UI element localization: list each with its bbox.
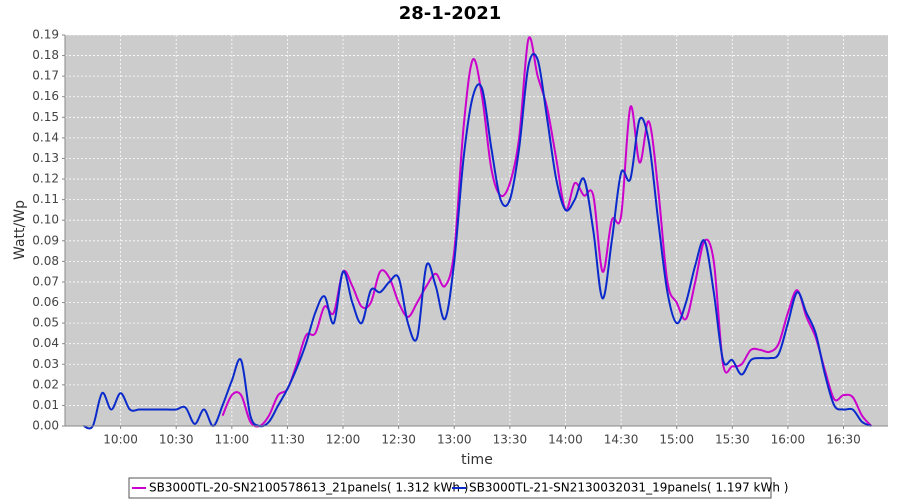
y-tick-label: 0.17 <box>32 69 59 83</box>
x-tick-label: 12:30 <box>381 433 416 447</box>
series-line <box>83 52 872 430</box>
y-tick-label: 0.01 <box>32 398 59 412</box>
y-tick-label: 0.19 <box>32 28 59 42</box>
grid <box>62 34 888 429</box>
y-tick-label: 0.06 <box>32 295 59 309</box>
y-tick-label: 0.03 <box>32 357 59 371</box>
y-tick-label: 0.02 <box>32 377 59 391</box>
y-tick-label: 0.14 <box>32 130 59 144</box>
x-tick-label: 14:30 <box>604 433 639 447</box>
y-tick-label: 0.04 <box>32 336 59 350</box>
x-tick-label: 13:30 <box>493 433 528 447</box>
x-tick-label: 16:30 <box>826 433 861 447</box>
x-tick-label: 12:00 <box>326 433 361 447</box>
x-tick-label: 14:00 <box>548 433 583 447</box>
y-axis-label: Watt/Wp <box>12 200 28 260</box>
y-tick-label: 0.13 <box>32 151 59 165</box>
legend-label: SB3000TL-21-SN2130032031_19panels( 1.197… <box>469 481 788 495</box>
y-tick-label: 0.18 <box>32 48 59 62</box>
legend-items: SB3000TL-20-SN2100578613_21panels( 1.312… <box>132 481 788 495</box>
y-tick-label: 0.11 <box>32 192 59 206</box>
series-line <box>221 36 873 428</box>
y-tick-label: 0.09 <box>32 233 59 247</box>
x-tick-label: 15:30 <box>715 433 750 447</box>
legend <box>128 477 772 499</box>
x-tick-label: 13:00 <box>437 433 472 447</box>
y-tick-label: 0.10 <box>32 213 59 227</box>
y-tick-label: 0.12 <box>32 172 59 186</box>
x-tick-label: 11:30 <box>270 433 305 447</box>
x-tick-label: 16:00 <box>771 433 806 447</box>
y-tick-label: 0.05 <box>32 316 59 330</box>
plot-area <box>65 35 888 426</box>
y-tick-label: 0.07 <box>32 274 59 288</box>
x-tick-label: 15:00 <box>659 433 694 447</box>
legend-label: SB3000TL-20-SN2100578613_21panels( 1.312… <box>149 481 468 495</box>
y-tick-label: 0.00 <box>32 419 59 433</box>
chart-title: 28-1-2021 <box>399 3 502 24</box>
x-tick-label: 10:00 <box>103 433 138 447</box>
y-tick-label: 0.08 <box>32 254 59 268</box>
x-tick-label: 11:00 <box>215 433 250 447</box>
x-axis-label: time <box>461 452 493 468</box>
y-tick-label: 0.16 <box>32 89 59 103</box>
lines <box>83 36 873 430</box>
x-tick-label: 10:30 <box>159 433 194 447</box>
y-tick-label: 0.15 <box>32 110 59 124</box>
